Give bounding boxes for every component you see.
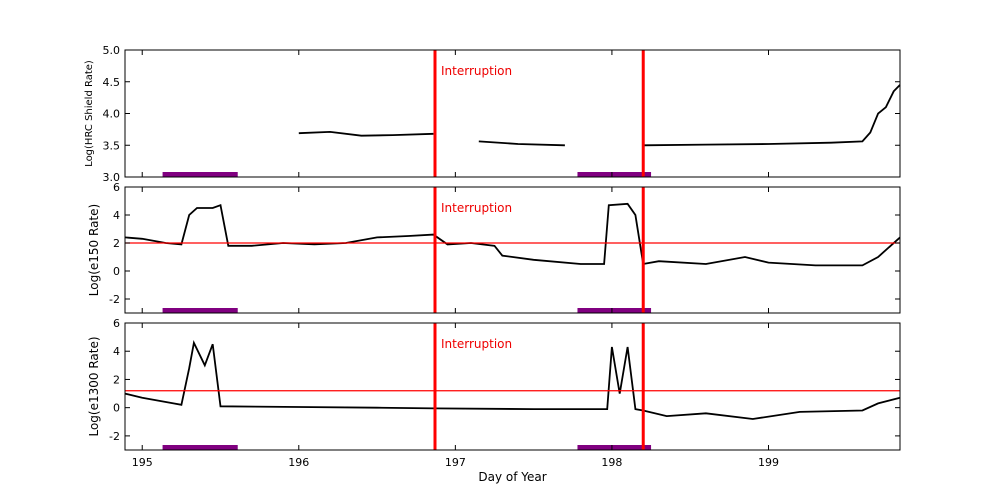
data-line <box>298 84 901 147</box>
y-tick-label: 4 <box>113 345 120 358</box>
time-span <box>577 445 652 450</box>
y-tick-label: 3.5 <box>103 139 121 152</box>
y-axis-label: Log(HRC Shield Rate) <box>84 60 95 167</box>
annotation: Interruption <box>441 337 512 351</box>
y-tick-label: -2 <box>109 430 120 443</box>
x-tick-label: 195 <box>132 456 153 469</box>
y-tick-label: 6 <box>113 181 120 194</box>
plot-frame <box>124 186 901 314</box>
x-tick-label: 196 <box>288 456 309 469</box>
time-span <box>162 445 238 450</box>
y-tick-label: 6 <box>113 317 120 330</box>
plot-frame <box>124 49 901 178</box>
x-tick-label: 199 <box>758 456 779 469</box>
y-tick-label: 0 <box>113 402 120 415</box>
y-axis-label: Log(e150 Rate) <box>87 204 101 296</box>
y-tick-label: 2 <box>113 237 120 250</box>
y-tick-label: 2 <box>113 373 120 386</box>
annotation: Interruption <box>441 64 512 78</box>
y-tick-label: 4.5 <box>103 76 121 89</box>
x-axis-label: Day of Year <box>478 470 546 484</box>
y-tick-label: 5.0 <box>103 44 121 57</box>
plot-frame <box>124 322 901 451</box>
y-tick-label: 4.0 <box>103 108 121 121</box>
y-axis-label: Log(e1300 Rate) <box>87 336 101 436</box>
time-span <box>162 308 238 313</box>
y-tick-label: 4 <box>113 209 120 222</box>
time-span <box>577 308 652 313</box>
data-line <box>124 202 901 267</box>
time-span <box>577 172 652 177</box>
y-tick-label: 3.0 <box>103 171 121 184</box>
annotation: Interruption <box>441 201 512 215</box>
data-line <box>124 339 901 420</box>
time-span <box>162 172 238 177</box>
y-tick-label: 0 <box>113 265 120 278</box>
x-tick-label: 197 <box>445 456 466 469</box>
y-tick-label: -2 <box>109 293 120 306</box>
x-tick-label: 198 <box>601 456 622 469</box>
